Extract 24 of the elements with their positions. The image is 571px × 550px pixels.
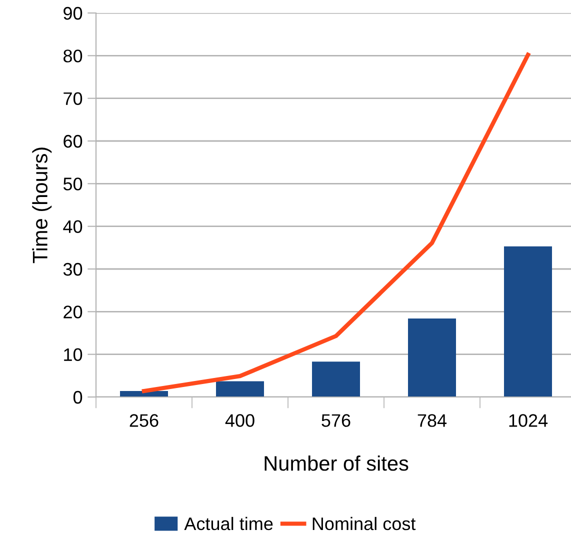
x-tick-label: 256 — [130, 414, 158, 427]
y-tick-label: 80 — [64, 50, 82, 62]
bar — [504, 246, 552, 397]
y-tick-label: 50 — [63, 178, 82, 190]
y-tick-label: 10 — [64, 348, 82, 362]
x-tick-label: 784 — [418, 414, 447, 427]
x-tick-label: 400 — [225, 414, 254, 427]
y-tick-label: 70 — [64, 92, 82, 106]
x-tick-label: 1024 — [509, 414, 548, 427]
bar — [312, 362, 360, 397]
bar — [408, 318, 456, 397]
bar — [216, 381, 264, 397]
y-tick-label: 90 — [64, 6, 82, 20]
y-tick-label: 0 — [73, 390, 82, 404]
y-tick-label: 20 — [64, 306, 82, 318]
y-tick-label: 40 — [63, 220, 82, 234]
legend-label: Actual time — [184, 516, 273, 530]
y-tick-label: 60 — [64, 134, 82, 148]
legend-label: Nominal cost — [312, 516, 416, 530]
y-tick-label: 30 — [63, 262, 82, 276]
x-axis-title: Number of sites — [264, 456, 408, 471]
line-series — [142, 52, 530, 394]
x-tick-label: 576 — [322, 414, 350, 427]
y-axis-title: Time (hours) — [32, 148, 52, 264]
